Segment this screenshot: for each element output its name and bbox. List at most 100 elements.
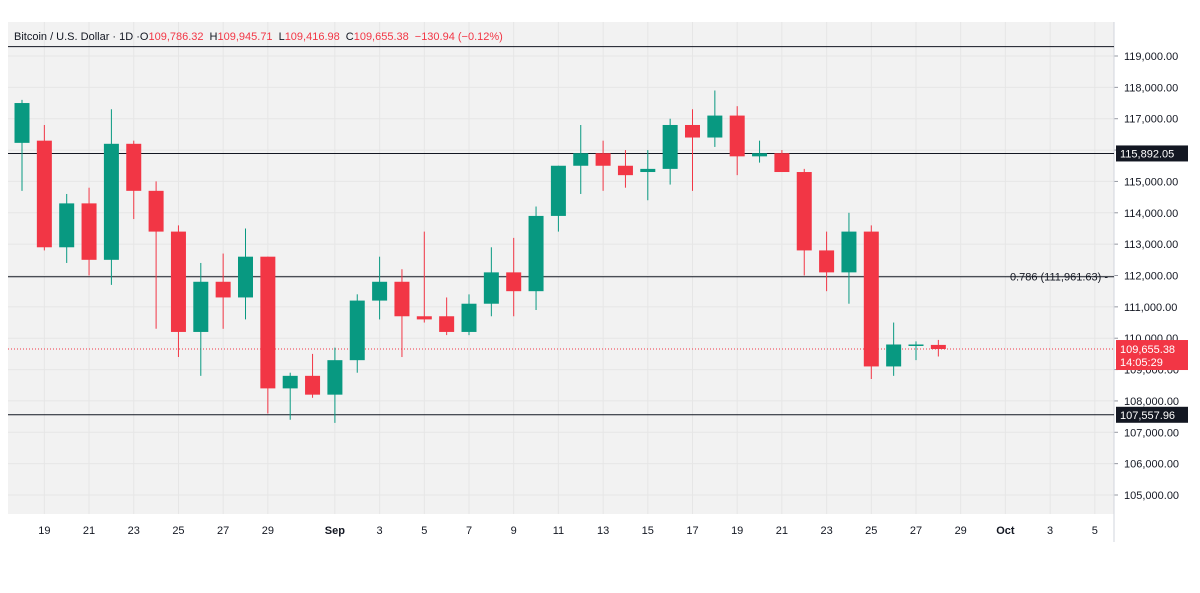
x-tick-label: 23: [820, 525, 832, 537]
y-tick-label: 108,000.00: [1124, 396, 1179, 408]
x-tick-label: 19: [38, 525, 50, 537]
x-tick-label: 11: [553, 525, 564, 537]
candle-body: [662, 124, 678, 169]
candle-body: [819, 250, 835, 273]
countdown-label: 14:05:29: [1120, 357, 1163, 369]
x-tick-label: 3: [377, 525, 383, 537]
low-label: L: [278, 31, 285, 43]
candle-body: [729, 115, 745, 157]
y-tick-label: 119,000.00: [1124, 51, 1178, 63]
x-tick-label: 27: [217, 525, 229, 537]
open-label: O: [139, 31, 149, 43]
high-label: H: [209, 31, 218, 43]
x-tick-label: Sep: [325, 525, 345, 537]
close-value: 109,655.38: [353, 31, 409, 43]
level-price-tag: [1116, 145, 1188, 162]
price-axis-background: [1114, 22, 1184, 542]
open-value: 109,786.32: [148, 31, 204, 43]
candle-body: [550, 165, 566, 216]
candle-body: [461, 303, 477, 332]
candle-body: [193, 281, 209, 332]
candle-body: [796, 172, 812, 251]
candle-body: [148, 190, 164, 232]
x-tick-label: 15: [642, 525, 654, 537]
candle-body: [349, 300, 365, 361]
candle-body: [170, 231, 186, 332]
x-tick-label: 5: [421, 525, 427, 537]
candle-body: [14, 103, 30, 143]
x-tick-label: 27: [910, 525, 922, 537]
candle-body: [103, 143, 119, 260]
level-price-tag: [1116, 406, 1188, 423]
x-tick-label: 7: [466, 525, 472, 537]
candle-body: [573, 153, 589, 166]
x-tick-label: 29: [955, 525, 967, 537]
level-price-label: 107,557.96: [1120, 410, 1175, 422]
y-tick-label: 105,000.00: [1124, 490, 1179, 502]
x-tick-label: 17: [686, 525, 698, 537]
candle-body: [528, 215, 544, 292]
candle-body: [483, 272, 499, 304]
candle-body: [595, 153, 611, 166]
candle-body: [282, 375, 298, 389]
x-tick-label: 13: [597, 525, 609, 537]
x-tick-label: 21: [83, 525, 95, 537]
candle-body: [126, 143, 142, 191]
candle-body: [841, 231, 857, 273]
symbol-label: Bitcoin / U.S. Dollar · 1D ·: [14, 31, 140, 43]
candle-body: [640, 168, 656, 173]
y-tick-label: 115,000.00: [1124, 176, 1178, 188]
y-tick-label: 107,000.00: [1124, 427, 1179, 439]
y-tick-label: 111,000.00: [1124, 302, 1177, 314]
candle-body: [372, 281, 388, 301]
candle-body: [707, 115, 723, 138]
x-tick-label: 23: [128, 525, 140, 537]
current-price-tag: [1116, 340, 1188, 371]
x-tick-label: 25: [865, 525, 877, 537]
y-tick-label: 118,000.00: [1124, 82, 1178, 94]
x-tick-label: 29: [262, 525, 274, 537]
candle-body: [260, 256, 276, 389]
candle-body: [394, 281, 410, 317]
candle-body: [752, 153, 768, 157]
current-price-label: 109,655.38: [1120, 344, 1175, 356]
y-tick-label: 114,000.00: [1124, 208, 1178, 220]
fib-level-label: 0.786 (111,961.63) -: [1010, 272, 1108, 284]
low-value: 109,416.98: [284, 31, 340, 43]
x-tick-label: 19: [731, 525, 743, 537]
candle-body: [36, 140, 52, 248]
candle-body: [886, 344, 902, 367]
level-price-label: 115,892.05: [1120, 148, 1174, 160]
candle-body: [327, 360, 343, 395]
y-tick-label: 113,000.00: [1124, 239, 1178, 251]
high-value: 109,945.71: [217, 31, 273, 43]
candle-body: [215, 281, 231, 298]
candle-body: [416, 316, 432, 320]
candle-body: [863, 231, 879, 367]
candle-body: [617, 165, 633, 176]
candle-body: [506, 272, 522, 292]
candle-body: [305, 375, 321, 395]
y-tick-label: 117,000.00: [1124, 114, 1178, 126]
candle-body: [81, 203, 97, 260]
candle-body: [685, 124, 700, 138]
y-tick-label: 106,000.00: [1124, 459, 1179, 471]
candle-body: [908, 344, 924, 346]
time-axis-background: [8, 514, 1114, 542]
candle-body: [439, 316, 455, 332]
close-label: C: [345, 31, 354, 43]
candle-body: [774, 153, 790, 173]
candle-body: [238, 256, 253, 298]
x-tick-label: 21: [776, 525, 788, 537]
y-tick-label: 112,000.00: [1124, 271, 1178, 283]
x-tick-label: 9: [511, 525, 517, 537]
candle-body: [930, 344, 946, 350]
x-tick-label: 25: [172, 525, 184, 537]
change-value: −130.94 (−0.12%): [414, 31, 503, 43]
x-tick-label: Oct: [996, 525, 1015, 537]
x-tick-label: 5: [1092, 525, 1098, 537]
candle-body: [59, 203, 75, 248]
ohlc-legend: Bitcoin / U.S. Dollar · 1D · O 109,786.3…: [14, 31, 503, 44]
